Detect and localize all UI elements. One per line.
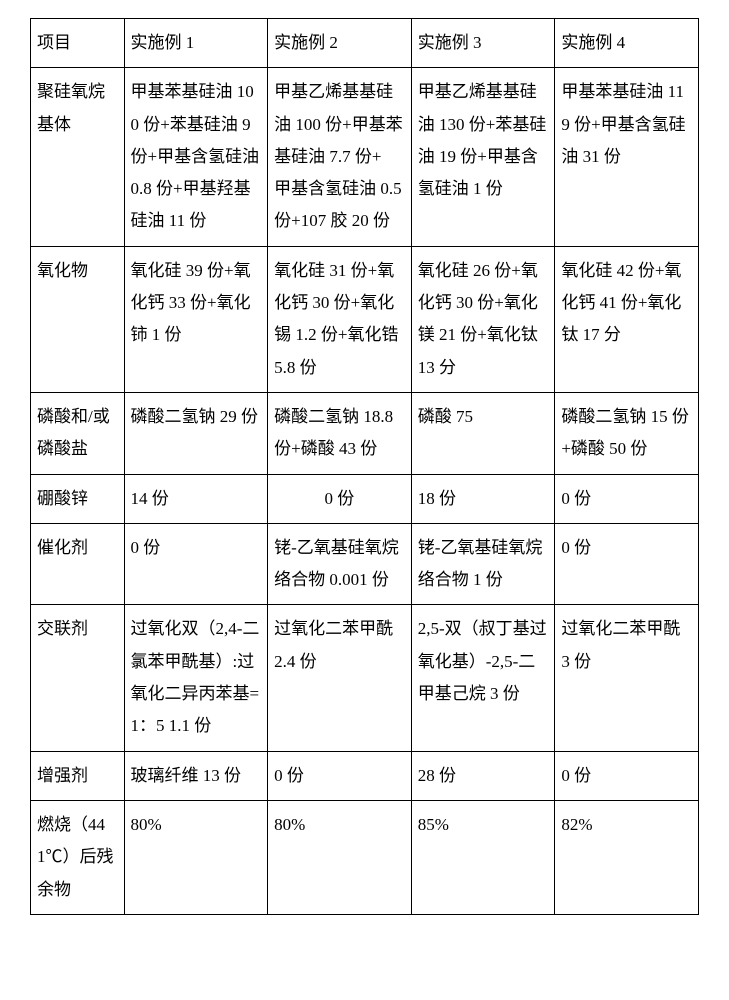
row-label: 氧化物 [31,246,125,392]
row-label: 磷酸和/或磷酸盐 [31,392,125,474]
row-label: 增强剂 [31,751,125,800]
row-label: 聚硅氧烷基体 [31,68,125,246]
table-cell: 甲基乙烯基基硅油 100 份+甲基苯基硅油 7.7 份+甲基含氢硅油 0.5 份… [268,68,412,246]
table-cell: 氧化硅 31 份+氧化钙 30 份+氧化锡 1.2 份+氧化锆 5.8 份 [268,246,412,392]
table-cell: 氧化硅 39 份+氧化钙 33 份+氧化铈 1 份 [124,246,268,392]
table-header-row: 项目 实施例 1 实施例 2 实施例 3 实施例 4 [31,19,699,68]
table-cell: 过氧化二苯甲酰 3 份 [555,605,699,751]
table-cell: 80% [268,800,412,914]
table-cell: 0 份 [555,474,699,523]
table-cell: 80% [124,800,268,914]
row-label: 燃烧（441℃）后残余物 [31,800,125,914]
table-cell: 0 份 [268,751,412,800]
table-cell: 85% [411,800,555,914]
table-cell: 甲基苯基硅油 119 份+甲基含氢硅油 31 份 [555,68,699,246]
table-cell: 过氧化双（2,4-二氯苯甲酰基）:过氧化二异丙苯基=1：5 1.1 份 [124,605,268,751]
row-label: 交联剂 [31,605,125,751]
header-cell: 实施例 3 [411,19,555,68]
table-cell: 磷酸二氢钠 29 份 [124,392,268,474]
table-cell: 14 份 [124,474,268,523]
table-cell: 磷酸二氢钠 15 份+磷酸 50 份 [555,392,699,474]
row-label: 硼酸锌 [31,474,125,523]
table-cell: 氧化硅 42 份+氧化钙 41 份+氧化钛 17 分 [555,246,699,392]
table-row: 交联剂 过氧化双（2,4-二氯苯甲酰基）:过氧化二异丙苯基=1：5 1.1 份 … [31,605,699,751]
table-cell: 过氧化二苯甲酰 2.4 份 [268,605,412,751]
table-cell: 18 份 [411,474,555,523]
table-row: 聚硅氧烷基体 甲基苯基硅油 100 份+苯基硅油 9 份+甲基含氢硅油 0.8 … [31,68,699,246]
data-table: 项目 实施例 1 实施例 2 实施例 3 实施例 4 聚硅氧烷基体 甲基苯基硅油… [30,18,699,915]
table-row: 催化剂 0 份 铑-乙氧基硅氧烷络合物 0.001 份 铑-乙氧基硅氧烷络合物 … [31,523,699,605]
header-cell: 实施例 2 [268,19,412,68]
table-cell: 2,5-双（叔丁基过氧化基）-2,5-二甲基己烷 3 份 [411,605,555,751]
header-cell: 实施例 4 [555,19,699,68]
table-row: 硼酸锌 14 份 0 份 18 份 0 份 [31,474,699,523]
table-cell: 0 份 [268,474,412,523]
table-cell: 磷酸 75 [411,392,555,474]
table-cell: 0 份 [124,523,268,605]
header-cell: 项目 [31,19,125,68]
table-cell: 玻璃纤维 13 份 [124,751,268,800]
table-cell: 氧化硅 26 份+氧化钙 30 份+氧化镁 21 份+氧化钛 13 分 [411,246,555,392]
table-row: 磷酸和/或磷酸盐 磷酸二氢钠 29 份 磷酸二氢钠 18.8 份+磷酸 43 份… [31,392,699,474]
table-cell: 0 份 [555,751,699,800]
table-row: 氧化物 氧化硅 39 份+氧化钙 33 份+氧化铈 1 份 氧化硅 31 份+氧… [31,246,699,392]
table-cell: 甲基苯基硅油 100 份+苯基硅油 9 份+甲基含氢硅油 0.8 份+甲基羟基硅… [124,68,268,246]
table-cell: 0 份 [555,523,699,605]
table-cell: 磷酸二氢钠 18.8 份+磷酸 43 份 [268,392,412,474]
table-cell: 82% [555,800,699,914]
table-cell: 铑-乙氧基硅氧烷络合物 1 份 [411,523,555,605]
table-row: 燃烧（441℃）后残余物 80% 80% 85% 82% [31,800,699,914]
header-cell: 实施例 1 [124,19,268,68]
table-cell: 28 份 [411,751,555,800]
table-cell: 甲基乙烯基基硅油 130 份+苯基硅油 19 份+甲基含氢硅油 1 份 [411,68,555,246]
table-cell: 铑-乙氧基硅氧烷络合物 0.001 份 [268,523,412,605]
table-row: 增强剂 玻璃纤维 13 份 0 份 28 份 0 份 [31,751,699,800]
row-label: 催化剂 [31,523,125,605]
